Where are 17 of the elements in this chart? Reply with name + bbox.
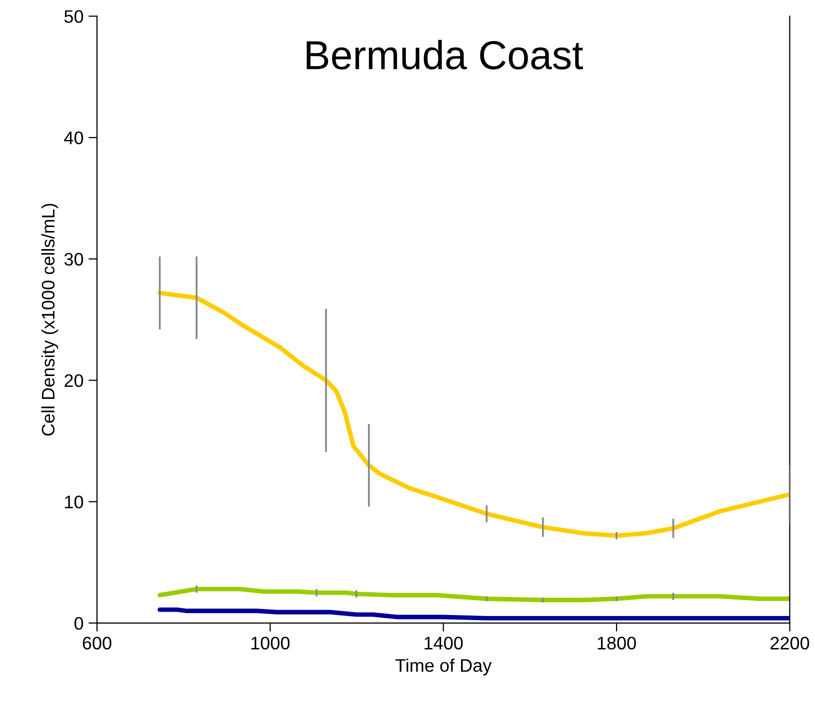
y-tick-label: 40 [64,131,84,144]
y-axis-title: Cell Density (x1000 cells/mL) [41,204,58,436]
y-tick-label: 20 [64,374,84,388]
x-tick-label: 600 [82,636,112,650]
y-tick-label: 10 [65,496,84,508]
line-series [158,586,790,602]
chart-title: Bermuda Coast [306,40,583,70]
y-tick-label: 0 [74,616,84,630]
x-axis-title: Time of Day [395,658,492,676]
x-tick-label: 1800 [598,636,636,650]
line-series [158,607,790,620]
x-tick-label: 2200 [770,636,810,650]
x-tick-label: 1000 [251,636,290,650]
line-series [158,290,790,538]
x-tick-label: 1400 [424,636,463,650]
y-tick-label: 30 [64,252,84,266]
y-tick-label: 50 [64,10,84,23]
